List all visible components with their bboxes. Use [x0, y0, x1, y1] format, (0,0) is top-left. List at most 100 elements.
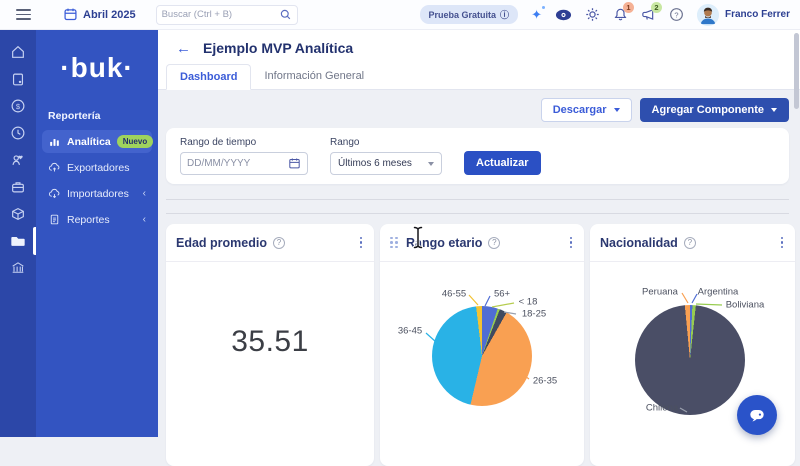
range-select[interactable]: Últimos 6 meses — [330, 152, 442, 175]
bell-count-badge: 1 — [622, 2, 634, 13]
megaphone-icon[interactable]: 2 — [641, 2, 662, 22]
tab-bar: Dashboard Información General — [158, 64, 800, 90]
chevron-left-icon: ‹ — [142, 188, 146, 199]
kebab-menu-icon[interactable] — [568, 235, 575, 251]
pie-chart[interactable] — [635, 305, 745, 415]
help-icon[interactable]: ? — [669, 7, 684, 22]
card-title: Edad promedio — [176, 235, 267, 250]
eye-icon[interactable] — [555, 8, 572, 22]
buk-logo[interactable]: ·buk· — [60, 52, 134, 83]
people-heart-icon[interactable] — [0, 152, 36, 168]
sidebar-item-analitica[interactable]: Analítica Nuevo — [42, 130, 154, 153]
rango-etario-pie: 56+ < 18 18-25 26-35 36-45 46-55 — [380, 268, 584, 436]
clock-icon[interactable] — [0, 125, 36, 141]
user-menu[interactable]: Franco Ferrer — [696, 3, 790, 26]
main-content: ← Ejemplo MVP Analítica Dashboard Inform… — [158, 30, 800, 466]
user-name: Franco Ferrer — [724, 9, 790, 20]
tab-informacion-general[interactable]: Información General — [264, 70, 365, 82]
sidebar-item-reportes[interactable]: Reportes ‹ — [42, 208, 152, 231]
back-button[interactable]: ← — [176, 39, 191, 57]
chat-button[interactable] — [737, 395, 777, 435]
help-icon[interactable]: ? — [272, 236, 285, 249]
period-selector[interactable]: Abril 2025 — [63, 7, 136, 22]
bell-icon[interactable]: 1 — [613, 2, 634, 22]
divider — [166, 199, 789, 200]
ai-sparkle-icon[interactable]: ✦ — [531, 6, 545, 21]
dashboard-cards: Edad promedio ? 35.51 Rango etario ? 56+… — [166, 224, 800, 466]
download-button-label: Descargar — [552, 104, 607, 116]
pie-slice-label: Chilena — [645, 402, 679, 414]
document-icon — [48, 213, 61, 226]
tab-dashboard[interactable]: Dashboard — [166, 64, 252, 90]
card-rango-etario: Rango etario ? 56+ < 18 18-25 26-35 36-45 46-… — [380, 224, 584, 466]
range-select-value: Últimos 6 meses — [338, 158, 412, 169]
home-icon[interactable] — [0, 44, 36, 60]
sidebar-item-label: Reportes — [67, 213, 110, 226]
page-header: ← Ejemplo MVP Analítica Dashboard Inform… — [158, 30, 800, 90]
cloud-upload-icon — [48, 161, 61, 174]
filter-panel: Rango de tiempo Rango Últimos 6 meses Ac… — [166, 128, 789, 184]
avatar — [696, 3, 719, 26]
pie-slice-label: 46-55 — [441, 288, 467, 300]
bank-icon[interactable] — [0, 260, 36, 276]
date-range-label: Rango de tiempo — [180, 137, 257, 148]
topbar: Abril 2025 Prueba Gratuita ⓘ ✦ — [0, 0, 800, 30]
chevron-left-icon: ‹ — [142, 214, 146, 225]
pie-slice-label: Peruana — [642, 286, 678, 298]
divider — [166, 213, 789, 214]
date-input[interactable] — [180, 152, 308, 175]
kebab-menu-icon[interactable] — [779, 235, 786, 251]
download-button[interactable]: Descargar — [540, 98, 632, 122]
sidebar-item-exportadores[interactable]: Exportadores — [42, 156, 152, 179]
pie-slice-label: Boliviana — [725, 299, 765, 311]
bar-chart-icon — [48, 135, 61, 148]
hamburger-menu-icon[interactable] — [16, 9, 31, 20]
pie-chart[interactable] — [432, 306, 532, 406]
sidebar-item-importadores[interactable]: Importadores ‹ — [42, 182, 152, 205]
gear-icon[interactable] — [585, 7, 600, 22]
date-range-field: Rango de tiempo — [180, 137, 308, 175]
sidebar-item-label: Analítica — [67, 135, 111, 148]
pie-slice-label: 56+ — [493, 288, 511, 300]
clipboard-icon[interactable] — [0, 71, 36, 87]
cloud-download-icon — [48, 187, 61, 200]
trial-badge-label: Prueba Gratuita — [428, 9, 497, 20]
svg-text:$: $ — [16, 102, 21, 111]
sidebar-item-label: Importadores — [67, 187, 129, 200]
info-icon: ⓘ — [500, 10, 510, 20]
search-input[interactable] — [161, 9, 275, 20]
toolbar: Descargar Agregar Componente — [158, 90, 800, 122]
period-label: Abril 2025 — [83, 8, 136, 21]
pie-slice-label: Argentina — [697, 286, 739, 298]
briefcase-icon[interactable] — [0, 179, 36, 195]
drag-handle-icon[interactable] — [390, 236, 398, 249]
payroll-icon[interactable]: $ — [0, 98, 36, 114]
scrollbar-thumb[interactable] — [794, 33, 799, 109]
chat-bubble-icon — [750, 410, 764, 422]
update-button[interactable]: Actualizar — [464, 151, 541, 175]
chevron-down-icon — [428, 161, 434, 166]
learning-box-icon[interactable] — [0, 206, 36, 222]
nuevo-badge: Nuevo — [116, 135, 154, 148]
calendar-icon — [63, 7, 78, 22]
trial-badge[interactable]: Prueba Gratuita ⓘ — [419, 5, 519, 24]
pie-slice-label: 18-25 — [521, 308, 547, 320]
calendar-icon[interactable] — [288, 157, 301, 170]
icon-rail: $ — [0, 30, 36, 437]
help-icon[interactable]: ? — [683, 236, 696, 249]
date-input-field[interactable] — [187, 158, 284, 169]
pie-slice-label: < 18 — [518, 296, 538, 308]
search-icon[interactable] — [279, 8, 292, 21]
kebab-menu-icon[interactable] — [358, 235, 365, 251]
topbar-right: Prueba Gratuita ⓘ ✦ 1 2 — [419, 2, 790, 26]
add-component-label: Agregar Componente — [651, 104, 764, 116]
sidebar: ·buk· Reportería Analítica Nuevo Exporta… — [36, 30, 158, 437]
card-title: Nacionalidad — [600, 235, 678, 250]
sidebar-item-label: Exportadores — [67, 161, 130, 174]
card-edad-promedio: Edad promedio ? 35.51 — [166, 224, 374, 466]
folder-icon[interactable] — [0, 227, 36, 255]
svg-text:?: ? — [674, 10, 678, 19]
help-icon[interactable]: ? — [488, 236, 501, 249]
add-component-button[interactable]: Agregar Componente — [639, 98, 789, 122]
range-label: Rango — [330, 137, 360, 148]
